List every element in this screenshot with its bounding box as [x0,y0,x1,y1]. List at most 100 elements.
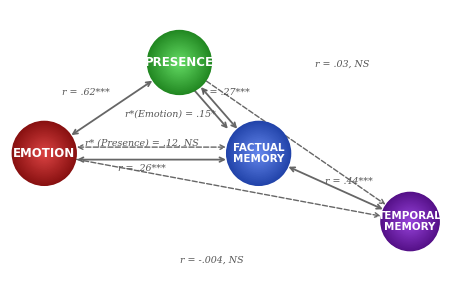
Ellipse shape [386,198,434,245]
Text: r = .03, NS: r = .03, NS [315,59,370,68]
Ellipse shape [244,139,273,168]
Ellipse shape [35,144,54,162]
Ellipse shape [400,211,420,232]
Ellipse shape [394,205,426,238]
FancyArrowPatch shape [192,87,226,127]
Ellipse shape [239,133,279,174]
Ellipse shape [42,151,46,155]
Ellipse shape [158,41,201,84]
Ellipse shape [404,215,417,228]
Ellipse shape [170,53,189,72]
Ellipse shape [255,150,262,156]
Ellipse shape [257,152,260,155]
Ellipse shape [15,124,74,183]
Ellipse shape [166,49,193,76]
Ellipse shape [149,32,210,93]
Ellipse shape [247,142,270,164]
Ellipse shape [252,146,266,160]
Ellipse shape [397,208,423,235]
Ellipse shape [179,62,180,63]
Ellipse shape [12,121,76,185]
Ellipse shape [247,142,270,165]
Text: TEMPORAL
MEMORY: TEMPORAL MEMORY [378,211,442,232]
Ellipse shape [158,41,200,83]
Ellipse shape [20,129,69,178]
Ellipse shape [389,200,432,243]
Ellipse shape [34,143,55,164]
Ellipse shape [18,127,71,180]
Ellipse shape [391,202,429,241]
Ellipse shape [23,132,66,175]
Ellipse shape [24,133,64,174]
Ellipse shape [239,134,278,173]
Ellipse shape [168,51,191,74]
Ellipse shape [161,44,198,81]
Ellipse shape [164,47,195,78]
Ellipse shape [14,123,75,184]
Ellipse shape [40,149,49,158]
Ellipse shape [245,140,272,167]
Ellipse shape [395,206,425,237]
Ellipse shape [23,132,65,174]
Ellipse shape [166,49,192,76]
Ellipse shape [240,135,277,172]
Ellipse shape [226,121,291,185]
Ellipse shape [233,128,284,179]
Ellipse shape [242,136,275,170]
Ellipse shape [160,43,199,82]
Ellipse shape [21,130,68,177]
Ellipse shape [246,141,271,166]
Ellipse shape [392,204,428,239]
Ellipse shape [153,36,206,89]
Ellipse shape [15,125,73,182]
Ellipse shape [17,126,72,181]
Ellipse shape [176,59,183,66]
Ellipse shape [240,134,278,172]
Ellipse shape [44,153,45,154]
Text: r = .62***: r = .62*** [62,88,110,97]
Ellipse shape [31,140,57,166]
Ellipse shape [393,205,427,238]
Ellipse shape [253,147,265,159]
Ellipse shape [237,132,280,175]
Ellipse shape [26,135,62,172]
Ellipse shape [235,130,282,177]
FancyArrowPatch shape [290,167,381,209]
Ellipse shape [150,32,209,93]
Ellipse shape [227,122,290,185]
FancyArrowPatch shape [79,157,224,162]
Ellipse shape [173,57,185,68]
Ellipse shape [408,220,412,223]
Ellipse shape [409,220,411,223]
Ellipse shape [159,42,199,83]
FancyArrowPatch shape [202,89,236,127]
Ellipse shape [399,210,421,233]
Ellipse shape [16,125,72,181]
FancyArrowPatch shape [76,159,379,217]
Ellipse shape [22,131,67,176]
Ellipse shape [380,192,440,251]
Text: r* (Presence) = .12, NS: r* (Presence) = .12, NS [85,139,199,148]
Ellipse shape [20,129,69,178]
Ellipse shape [408,219,412,224]
Ellipse shape [18,127,70,179]
Ellipse shape [389,201,431,243]
Ellipse shape [174,57,185,68]
Ellipse shape [399,211,421,232]
Ellipse shape [384,196,436,247]
Ellipse shape [170,53,189,72]
Ellipse shape [167,50,192,75]
Ellipse shape [30,139,59,168]
Ellipse shape [150,33,209,92]
Ellipse shape [171,55,187,70]
Ellipse shape [38,147,51,160]
Ellipse shape [19,128,70,179]
Ellipse shape [157,39,202,85]
Ellipse shape [172,55,186,70]
Ellipse shape [402,213,418,230]
Ellipse shape [402,214,418,229]
Ellipse shape [33,142,56,165]
Ellipse shape [31,140,58,167]
Ellipse shape [27,136,62,171]
Ellipse shape [156,39,203,86]
